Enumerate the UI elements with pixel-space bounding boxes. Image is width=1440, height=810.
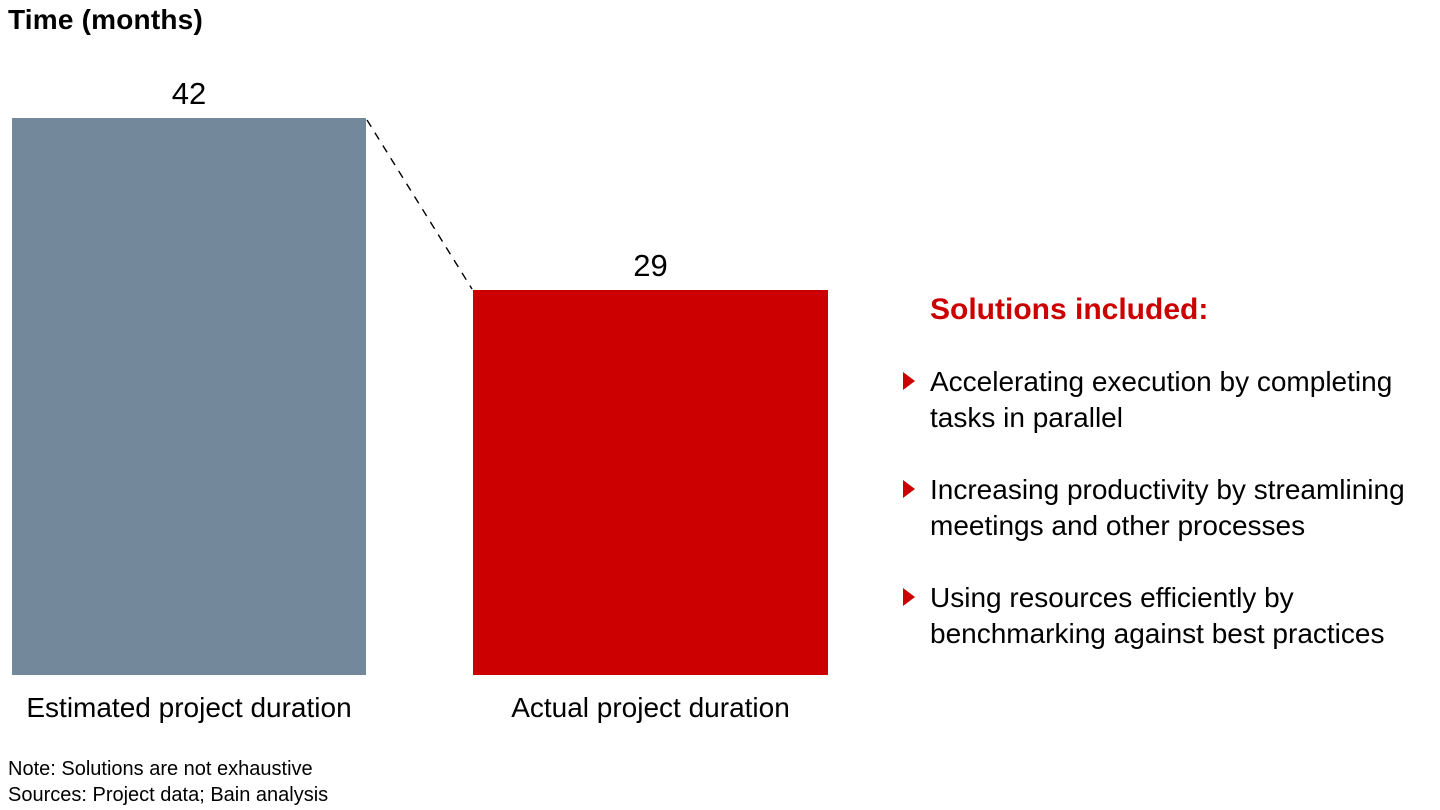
bar-value-0: 42 (171, 76, 207, 111)
sources-line: Sources: Project data; Bain analysis (8, 784, 329, 806)
solutions-panel: Solutions included: Accelerating executi… (903, 293, 1438, 688)
bar-rect-estimated (12, 118, 366, 675)
solution-item-text: Increasing productivity by streamlining … (930, 474, 1405, 541)
bar-label-estimated: Estimated project duration (26, 692, 352, 723)
bar-value-1: 29 (633, 248, 668, 283)
list-item: Accelerating execution by completing tas… (903, 364, 1438, 436)
solutions-heading: Solutions included: (930, 293, 1209, 326)
list-item: Using resources efficiently by benchmark… (903, 580, 1438, 652)
bar-rect-actual (473, 290, 828, 675)
solution-item-text: Using resources efficiently by benchmark… (930, 582, 1385, 649)
bullet-arrow-icon (903, 372, 915, 390)
chart-title: Time (months) (8, 4, 203, 35)
footer-notes: Note: Solutions are not exhaustive Sourc… (8, 756, 328, 808)
bullet-arrow-icon (903, 480, 915, 498)
note-line: Note: Solutions are not exhaustive (8, 758, 313, 780)
bar-label-actual: Actual project duration (511, 692, 790, 723)
bullet-arrow-icon (903, 588, 915, 606)
solution-item-text: Accelerating execution by completing tas… (930, 366, 1393, 433)
list-item: Increasing productivity by streamlining … (903, 472, 1438, 544)
